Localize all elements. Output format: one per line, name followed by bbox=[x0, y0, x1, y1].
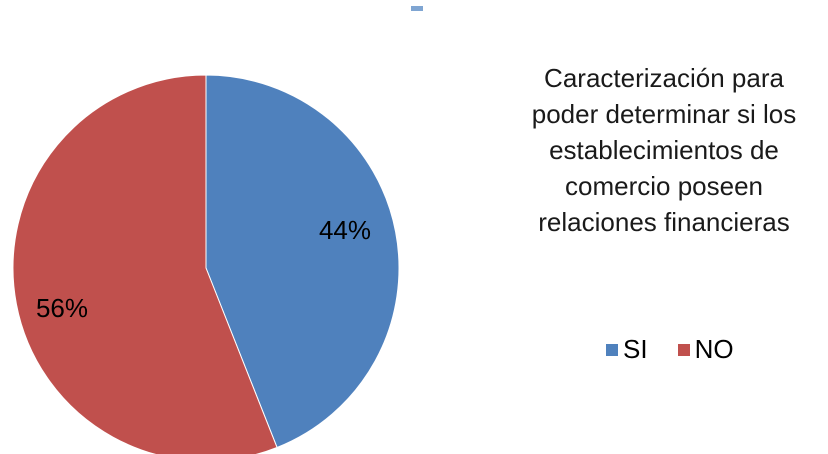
legend-entry-si: SI bbox=[606, 334, 648, 365]
pie-slice-si bbox=[205, 74, 400, 449]
slice-label-no: 56% bbox=[36, 293, 88, 323]
legend-entry-no: NO bbox=[677, 334, 734, 365]
legend-fragment-marker bbox=[411, 6, 423, 11]
chart-title-line: relaciones financieras bbox=[538, 207, 790, 237]
chart-title-line: establecimientos de bbox=[549, 135, 779, 165]
chart-title-line: comercio poseen bbox=[565, 171, 763, 201]
slice-label-si: 44% bbox=[319, 215, 371, 245]
legend-label-no: NO bbox=[694, 334, 734, 364]
pie-slice-no bbox=[12, 74, 278, 454]
legend-swatch-si bbox=[606, 343, 618, 356]
chart-title: Caracterización para poder determinar si… bbox=[500, 60, 828, 240]
chart-title-line: poder determinar si los bbox=[531, 99, 797, 129]
chart-title-line: Caracterización para bbox=[544, 63, 784, 93]
legend: SI NO bbox=[606, 334, 764, 365]
pie-chart: 44% 56% bbox=[12, 74, 400, 454]
legend-swatch-no bbox=[677, 343, 690, 356]
legend-label-si: SI bbox=[623, 334, 648, 364]
